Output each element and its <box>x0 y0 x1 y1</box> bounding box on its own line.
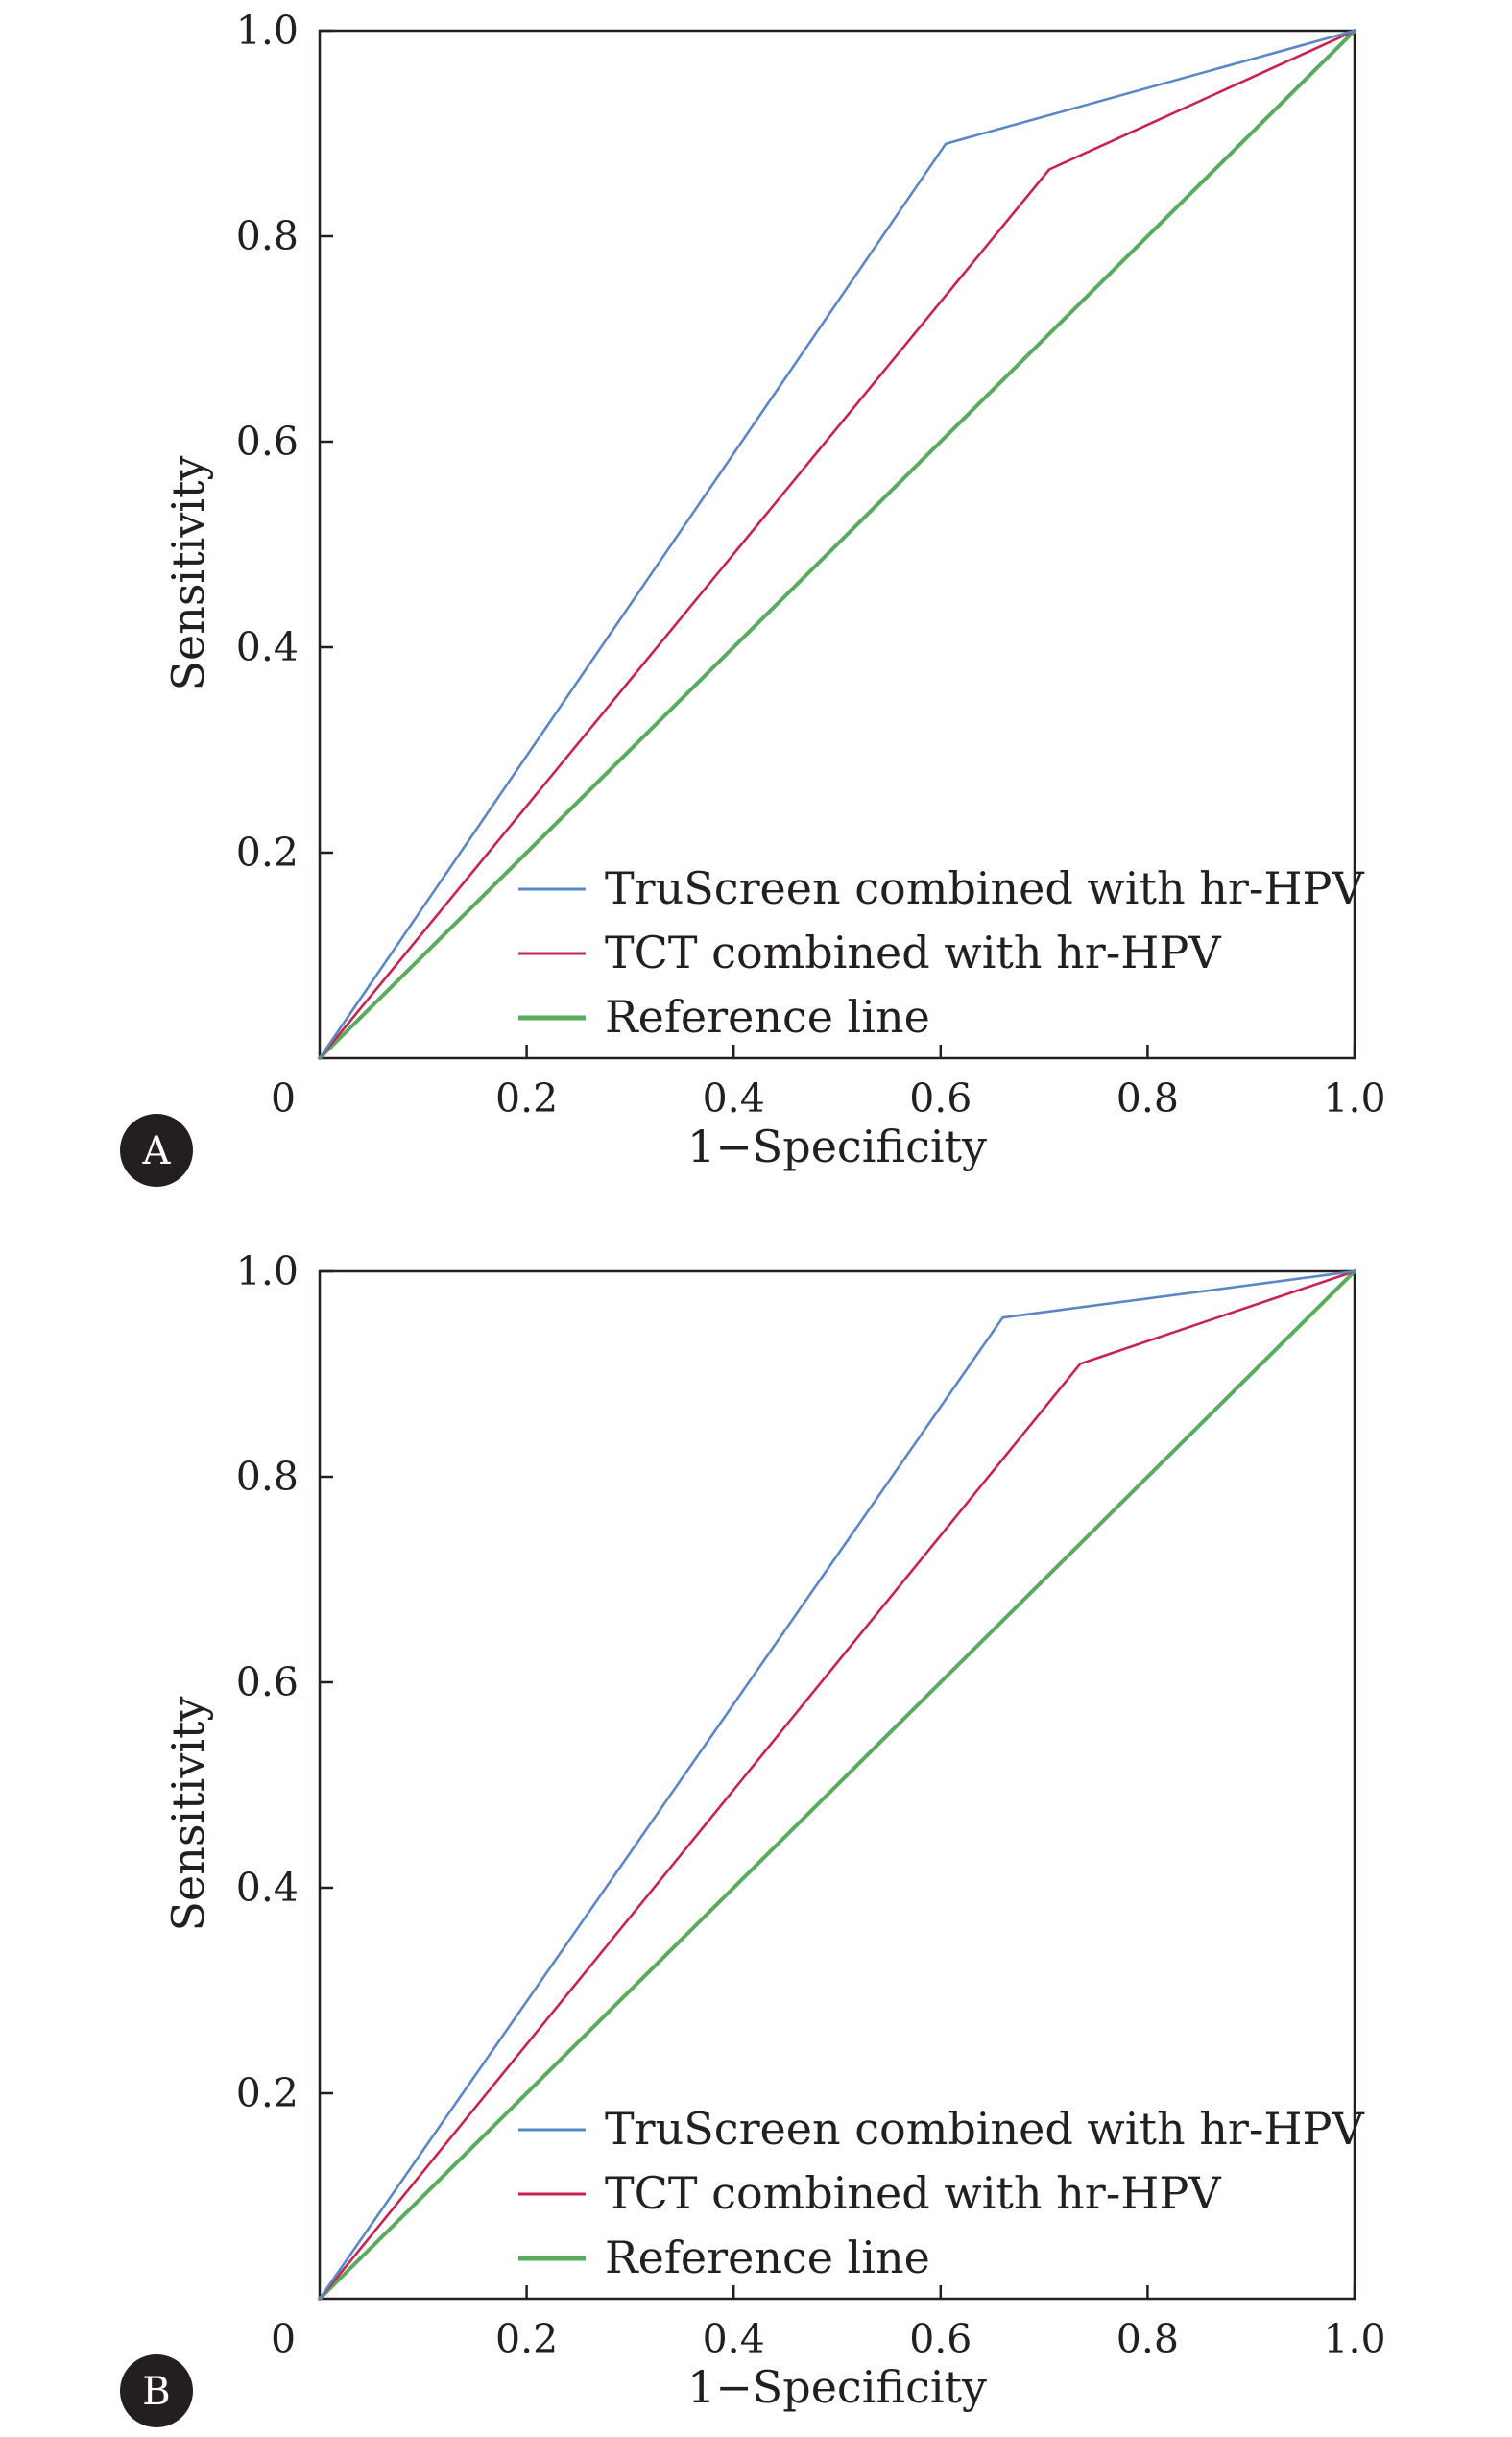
series-line-3 <box>318 29 1356 1060</box>
x-tick-label: 0.4 <box>703 1075 765 1122</box>
y-axis-title: Sensitivity <box>162 455 214 690</box>
panel-badge: B <box>120 2354 193 2427</box>
panel-badge-label: A <box>142 1129 172 1173</box>
series-line-3 <box>318 1269 1356 2301</box>
y-tick-label: 0.4 <box>236 1865 299 1911</box>
legend-label: TCT combined with hr-HPV <box>605 2167 1221 2219</box>
panel-badge: A <box>120 1114 193 1187</box>
y-tick-label: 0.8 <box>236 1454 299 1500</box>
y-tick-label: 0.6 <box>236 419 299 465</box>
legend-label: TCT combined with hr-HPV <box>605 927 1221 978</box>
y-tick-label: 0.2 <box>236 830 299 876</box>
series-line-2 <box>318 1269 1356 2301</box>
y-tick-label: 0.2 <box>236 2070 299 2116</box>
y-axis-title: Sensitivity <box>162 1696 214 1931</box>
series-line-1 <box>318 29 1356 1060</box>
x-tick-label: 0.8 <box>1116 1075 1179 1122</box>
chart-panel-b: 0.2 0.4 0.6 0.8 1.0 0.2 0.4 0.6 0.8 1.0 0 1−Specifi… <box>120 1248 1386 2427</box>
origin-label: 0 <box>271 2316 296 2362</box>
x-tick-label: 0.6 <box>909 2316 972 2362</box>
plot-frame <box>318 29 1356 1060</box>
legend-label: Reference line <box>605 2232 930 2283</box>
y-tick-label: 1.0 <box>236 1248 299 1294</box>
legend-label: TruScreen combined with hr-HPV <box>605 862 1364 914</box>
x-tick-label: 0.2 <box>495 2316 558 2362</box>
x-tick-label: 0.8 <box>1116 2316 1179 2362</box>
y-tick-label: 0.6 <box>236 1659 299 1705</box>
origin-label: 0 <box>271 1075 296 1122</box>
panel-badge-circle <box>120 1114 193 1187</box>
x-tick-label: 0.4 <box>703 2316 765 2362</box>
legend-label: TruScreen combined with hr-HPV <box>605 2103 1364 2155</box>
x-axis-title: 1−Specificity <box>687 1121 987 1172</box>
panel-badge-circle <box>120 2354 193 2427</box>
chart-panel-a: 0.2 0.4 0.6 0.8 1.0 0.2 0.4 0.6 0.8 1.0 0 1−Specifi… <box>120 8 1386 1187</box>
panel-badge-label: B <box>142 2370 170 2414</box>
x-axis-title: 1−Specificity <box>687 2361 987 2413</box>
legend-label: Reference line <box>605 991 930 1043</box>
y-tick-label: 0.8 <box>236 213 299 259</box>
plot-frame <box>318 1269 1356 2301</box>
y-tick-label: 1.0 <box>236 8 299 54</box>
series-line-2 <box>318 29 1356 1060</box>
x-tick-label: 0.6 <box>909 1075 972 1122</box>
x-tick-label: 1.0 <box>1323 1075 1385 1122</box>
series-line-1 <box>318 1269 1356 2301</box>
y-tick-label: 0.4 <box>236 624 299 670</box>
x-tick-label: 1.0 <box>1323 2316 1385 2362</box>
x-tick-label: 0.2 <box>495 1075 558 1122</box>
